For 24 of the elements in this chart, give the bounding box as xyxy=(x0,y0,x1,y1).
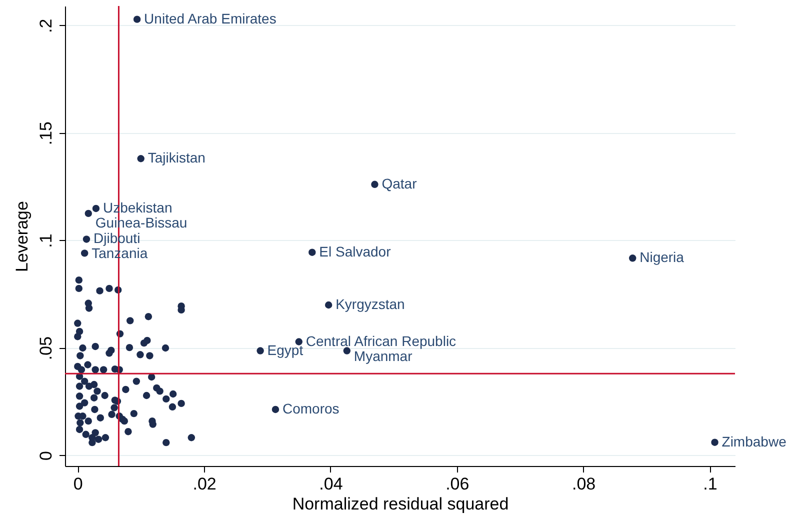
x-tick-label: .02 xyxy=(192,474,216,494)
annotation: Qatar xyxy=(382,175,418,192)
annotation: United Arab Emirates xyxy=(144,10,276,26)
x-axis-title: Normalized residual squared xyxy=(292,494,509,514)
x-tick-label: .04 xyxy=(319,474,343,494)
y-axis-title: Leverage xyxy=(12,201,32,272)
annotation: Kyrgyzstan xyxy=(336,296,405,312)
annotation: Tajikistan xyxy=(148,150,206,166)
annotation: El Salvador xyxy=(319,243,392,260)
annotation: Egypt xyxy=(267,342,304,358)
y-tick-label: .1 xyxy=(36,234,56,248)
y-tick-label: .2 xyxy=(36,18,56,33)
y-tick-label: .05 xyxy=(36,336,56,360)
annotation: Nigeria xyxy=(640,249,684,266)
annotation: Myanmar xyxy=(354,348,413,364)
x-tick-label: .06 xyxy=(446,474,470,494)
x-tick-label: 0 xyxy=(73,474,83,494)
annotation: Central African Republic xyxy=(306,332,456,349)
annotation: Zimbabwe xyxy=(722,433,787,450)
annotation: Comoros xyxy=(282,400,340,416)
x-tick-label: .1 xyxy=(703,474,718,494)
y-tick-label: 0 xyxy=(36,451,56,460)
y-tick-label: .15 xyxy=(36,122,56,146)
x-tick-label: .08 xyxy=(572,474,596,494)
